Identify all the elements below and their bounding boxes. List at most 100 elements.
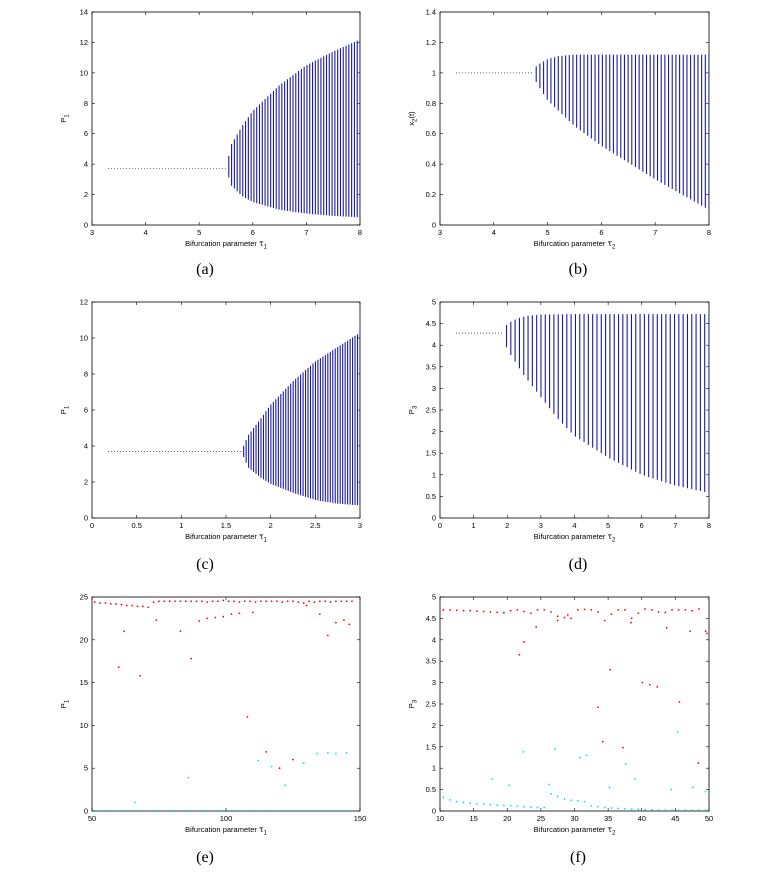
maxima-point (200, 600, 203, 603)
x-tick-label: 45 (671, 814, 679, 823)
maxima-point (697, 762, 700, 764)
minima-point (163, 809, 166, 811)
minima-point (455, 800, 458, 803)
minima-point (671, 809, 673, 811)
maxima-point (665, 626, 668, 629)
minima-point (509, 804, 512, 807)
minima-point (142, 809, 144, 811)
minima-point (152, 809, 155, 811)
y-axis-label: P1 (59, 114, 71, 123)
maxima-point (142, 605, 144, 608)
maxima-point (556, 619, 559, 622)
x-tick-label: 10 (436, 814, 444, 823)
minima-point (585, 754, 588, 757)
x-tick-label: 8 (358, 228, 362, 237)
y-axis-label: P3 (407, 405, 419, 414)
x-tick-label: 1 (472, 521, 476, 530)
y-axis-label-subscript: 1 (65, 405, 71, 409)
minima-point (318, 809, 321, 811)
minima-point (502, 804, 505, 807)
x-tick-label: 50 (88, 814, 96, 823)
y-tick-label: 10 (80, 721, 88, 730)
maxima-point (597, 611, 599, 613)
minima-point (238, 809, 241, 811)
minima-point (270, 809, 273, 811)
minima-point (482, 803, 485, 806)
plot-marks (108, 332, 360, 506)
maxima-point (449, 608, 451, 611)
maxima-point (609, 668, 612, 671)
minima-point (276, 809, 278, 811)
maxima-point (624, 608, 626, 611)
maxima-point (641, 681, 644, 684)
maxima-point (678, 700, 681, 703)
maxima-point (222, 615, 225, 618)
x-tick-label: 8 (707, 228, 711, 237)
minima-point (529, 806, 532, 809)
maxima-point (179, 600, 182, 603)
minima-point (233, 809, 235, 811)
maxima-point (214, 616, 217, 619)
x-axis-label-subscript: 2 (612, 831, 616, 837)
x-axis-label-text: Bifurcation parameter (534, 825, 608, 834)
y-tick-label: 0.5 (426, 492, 436, 501)
maxima-point (99, 602, 101, 604)
y-tick-label: 3 (432, 384, 436, 393)
maxima-point (656, 685, 659, 688)
maxima-point (125, 604, 128, 607)
minima-point (548, 783, 550, 786)
maxima-point (158, 600, 160, 603)
y-tick-label: 0 (432, 221, 436, 230)
maxima-point (644, 608, 647, 610)
minima-point (217, 809, 219, 811)
minima-point (554, 748, 556, 750)
y-axis-label-symbol: P (59, 409, 68, 414)
y-tick-label: 1.2 (426, 38, 436, 47)
y-tick-label: 0.6 (426, 129, 436, 138)
maxima-point (536, 608, 539, 611)
minima-point (590, 804, 593, 807)
minima-point (583, 800, 586, 803)
minima-point (292, 809, 294, 811)
y-tick-label: 0.2 (426, 190, 436, 199)
maxima-point (270, 600, 273, 603)
minima-point (624, 763, 627, 765)
maxima-point (104, 602, 107, 604)
x-tick-label: 7 (304, 228, 308, 237)
x-axis-label: Bifurcation parameter τ2 (534, 532, 616, 544)
minima-point (637, 808, 640, 811)
minima-point (603, 806, 606, 809)
maxima-point (190, 600, 193, 603)
minima-point (316, 752, 319, 755)
maxima-point (184, 600, 187, 603)
minima-point (516, 805, 519, 808)
minima-point (136, 809, 139, 811)
minima-point (254, 809, 257, 811)
x-axis-label-text: Bifurcation parameter (534, 532, 608, 541)
y-tick-label: 3.5 (426, 657, 436, 666)
minima-point (184, 809, 187, 811)
maxima-point (340, 600, 343, 603)
plot-marks (93, 599, 353, 811)
maxima-point (648, 683, 651, 686)
y-tick-label: 4 (84, 160, 88, 169)
x-tick-label: 1 (179, 521, 183, 530)
y-tick-label: 4 (432, 635, 436, 644)
y-tick-label: 1.5 (426, 449, 436, 458)
maxima-point (222, 599, 225, 602)
maxima-point (482, 610, 485, 613)
maxima-point (117, 666, 120, 669)
minima-point (120, 809, 123, 811)
x-tick-label: 25 (537, 814, 545, 823)
x-tick-label: 1.5 (221, 521, 231, 530)
x-tick-label: 150 (354, 814, 367, 823)
maxima-point (334, 621, 337, 624)
maxima-point (265, 751, 268, 753)
maxima-point (123, 630, 126, 633)
x-tick-label: 3 (539, 521, 543, 530)
maxima-point (630, 621, 632, 624)
panel-label: (f) (570, 849, 586, 866)
x-tick-label: 4 (492, 228, 496, 237)
y-axis-label-symbol: P (407, 703, 416, 708)
y-tick-label: 2 (84, 190, 88, 199)
